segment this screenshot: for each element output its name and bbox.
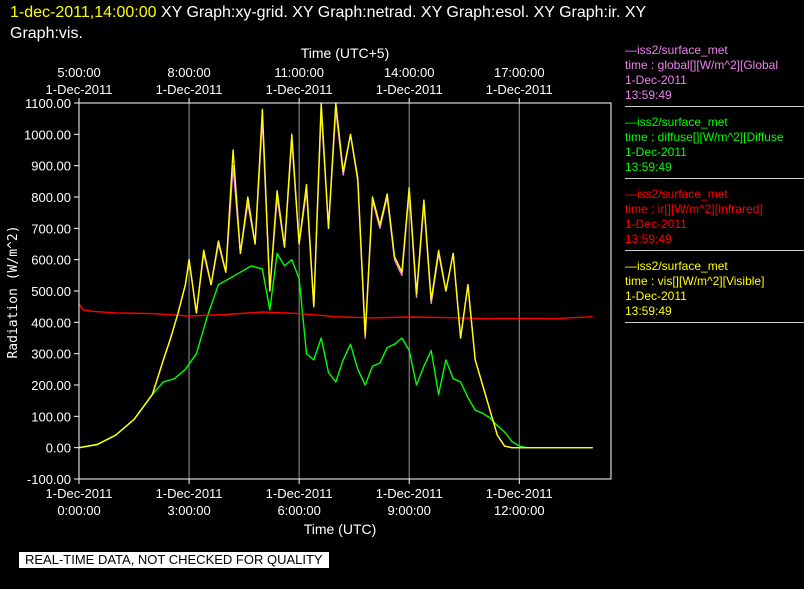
x-tick-date: 1-Dec-2011 [46, 486, 113, 501]
grid [188, 103, 520, 479]
y-tick-label: 400.00 [31, 315, 71, 330]
legend-time: 13:59:49 [625, 160, 672, 174]
legend-date: 1-Dec-2011 [625, 145, 687, 159]
x2-axis-label: Time (UTC+5) [301, 45, 390, 61]
series-line-global [78, 108, 593, 449]
x-axis-bottom: 1-Dec-2011 0:00:00 1-Dec-2011 3:00:00 1-Dec-… [46, 479, 553, 518]
series-line-vis [78, 102, 593, 449]
y-tick-label: 500.00 [31, 284, 71, 299]
series-layer [78, 102, 593, 449]
legend-divider [625, 322, 804, 323]
y-tick-label: 700.00 [31, 221, 71, 236]
legend-source: —iss2/surface_met [625, 259, 728, 273]
series-line-diffuse [78, 252, 593, 449]
x-tick-time: 12:00:00 [494, 503, 545, 518]
legend-divider [625, 250, 804, 251]
legend-entry-diffuse: —iss2/surface_met time : diffuse[][W/m^2… [625, 115, 804, 179]
series-line-ir [78, 303, 593, 320]
y-tick-label: 300.00 [31, 347, 71, 362]
y-tick-label: 0.00 [46, 441, 71, 456]
legend-time: 13:59:49 [625, 304, 672, 318]
y-tick-label: 100.00 [31, 409, 71, 424]
x-tick-date: 1-Dec-2011 [266, 486, 333, 501]
y-tick-label: 900.00 [31, 159, 71, 174]
x-axis-top: 5:00:00 1-Dec-2011 8:00:00 1-Dec-2011 11:00:… [46, 65, 553, 103]
title-graph-list: XY Graph:xy-grid. XY Graph:netrad. XY Gr… [160, 4, 647, 21]
x2-tick-time: 17:00:00 [494, 65, 545, 80]
x-tick-date: 1-Dec-2011 [486, 486, 553, 501]
x-tick-time: 3:00:00 [167, 503, 210, 518]
legend-variable: time : vis[][W/m^2][Visible] [625, 274, 765, 288]
legend-date: 1-Dec-2011 [625, 289, 687, 303]
x-tick-time: 0:00:00 [57, 503, 100, 518]
legend-date: 1-Dec-2011 [625, 73, 687, 87]
y-tick-label: 800.00 [31, 190, 71, 205]
legend-date: 1-Dec-2011 [625, 217, 687, 231]
y-tick-label: 600.00 [31, 253, 71, 268]
x2-tick-date: 1-Dec-2011 [156, 82, 223, 97]
y-axis-label: Radiation (W/m^2) [6, 225, 21, 358]
x2-tick-date: 1-Dec-2011 [266, 82, 333, 97]
y-axis: -100.00 0.00 100.00 200.00 300.00 400.00 500.0… [24, 96, 79, 487]
legend-source: —iss2/surface_met [625, 43, 728, 57]
x2-tick-date: 1-Dec-2011 [376, 82, 443, 97]
quality-warning-banner: REAL-TIME DATA, NOT CHECKED FOR QUALITY [19, 552, 329, 568]
legend-variable: time : diffuse[][W/m^2][Diffuse [625, 130, 784, 144]
x2-tick-time: 8:00:00 [167, 65, 210, 80]
y-tick-label: -100.00 [27, 472, 71, 487]
legend-time: 13:59:49 [625, 232, 672, 246]
title-timestamp: 1-dec-2011,14:00:00 [10, 4, 157, 21]
y-tick-label: 1000.00 [24, 127, 71, 142]
legend-variable: time : ir[][W/m^2][Infrared] [625, 202, 763, 216]
legend-divider [625, 178, 804, 179]
legend-divider [625, 106, 804, 107]
x-axis-label: Time (UTC) [304, 521, 377, 537]
legend-entry-ir: —iss2/surface_met time : ir[][W/m^2][Inf… [625, 187, 804, 251]
x-tick-date: 1-Dec-2011 [376, 486, 443, 501]
y-tick-label: 1100.00 [25, 96, 71, 111]
legend-source: —iss2/surface_met [625, 187, 728, 201]
legend-entry-vis: —iss2/surface_met time : vis[][W/m^2][Vi… [625, 259, 804, 323]
x2-tick-time: 14:00:00 [384, 65, 435, 80]
legend-variable: time : global[][W/m^2][Global [625, 58, 779, 72]
chart-title-line-2: Graph:vis. [10, 25, 83, 42]
x2-tick-time: 5:00:00 [57, 65, 100, 80]
x-tick-time: 6:00:00 [277, 503, 320, 518]
chart-title-line-1: 1-dec-2011,14:00:00 XY Graph:xy-grid. XY… [10, 3, 646, 23]
x2-tick-date: 1-Dec-2011 [486, 82, 553, 97]
legend-time: 13:59:49 [625, 88, 672, 102]
x-tick-time: 9:00:00 [388, 503, 431, 518]
x2-tick-date: 1-Dec-2011 [46, 82, 113, 97]
legend-entry-global: —iss2/surface_met time : global[][W/m^2]… [625, 43, 804, 107]
legend-source: —iss2/surface_met [625, 115, 728, 129]
x-tick-date: 1-Dec-2011 [156, 486, 223, 501]
y-tick-label: 200.00 [31, 378, 71, 393]
x2-tick-time: 11:00:00 [274, 65, 324, 80]
